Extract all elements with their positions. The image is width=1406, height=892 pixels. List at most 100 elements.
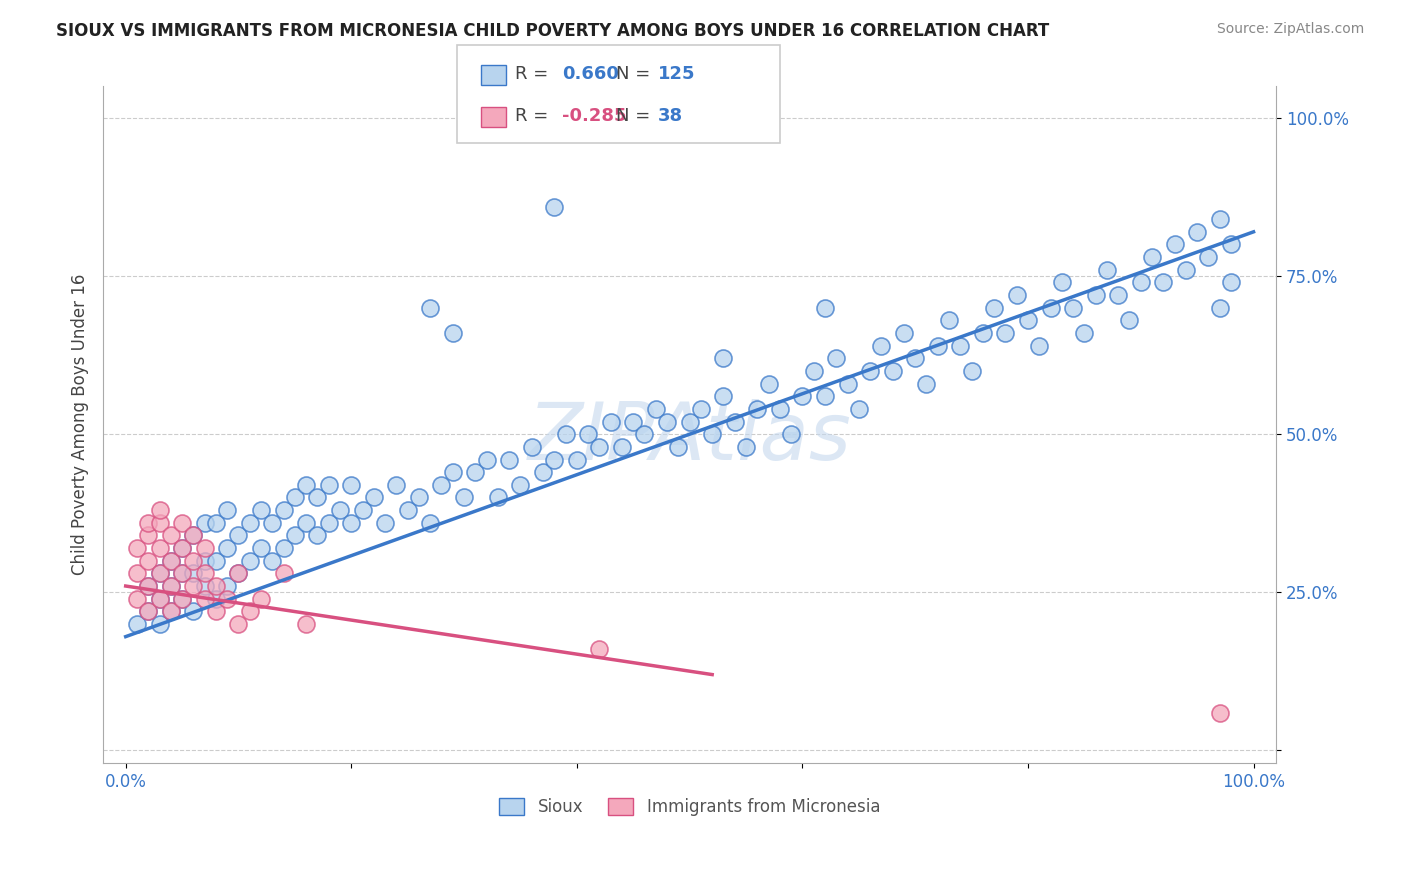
Point xyxy=(363,491,385,505)
Point xyxy=(453,491,475,505)
Point xyxy=(329,503,352,517)
Point xyxy=(228,566,250,581)
Point xyxy=(136,604,159,618)
Point xyxy=(915,376,938,391)
Point xyxy=(1163,237,1185,252)
Point xyxy=(159,579,181,593)
Point xyxy=(148,566,170,581)
Point xyxy=(419,516,441,530)
Point xyxy=(148,591,170,606)
Point xyxy=(183,604,205,618)
Point xyxy=(205,516,228,530)
Point xyxy=(1209,212,1232,227)
Point xyxy=(172,566,194,581)
Point xyxy=(859,364,882,378)
Point xyxy=(385,478,408,492)
Point xyxy=(475,452,498,467)
Point xyxy=(938,313,960,327)
Point xyxy=(374,516,396,530)
Point xyxy=(713,351,735,366)
Point xyxy=(148,591,170,606)
Point xyxy=(250,541,273,555)
Point xyxy=(194,591,217,606)
Point xyxy=(194,566,217,581)
Point xyxy=(148,617,170,632)
Point xyxy=(159,604,181,618)
Point xyxy=(814,389,837,403)
Point xyxy=(250,591,273,606)
Point xyxy=(464,465,486,479)
Point xyxy=(814,301,837,315)
Point xyxy=(769,401,792,416)
Point xyxy=(307,528,329,542)
Point xyxy=(543,452,565,467)
Point xyxy=(217,503,239,517)
Point xyxy=(148,566,170,581)
Text: 125: 125 xyxy=(658,65,696,83)
Point xyxy=(136,579,159,593)
Point xyxy=(972,326,994,340)
Point xyxy=(352,503,374,517)
Point xyxy=(172,591,194,606)
Text: 38: 38 xyxy=(658,107,683,125)
Point xyxy=(172,541,194,555)
Point xyxy=(172,566,194,581)
Point xyxy=(644,401,666,416)
Point xyxy=(183,566,205,581)
Point xyxy=(217,591,239,606)
Point xyxy=(125,617,148,632)
Point xyxy=(1185,225,1208,239)
Point xyxy=(758,376,780,391)
Point xyxy=(183,528,205,542)
Point xyxy=(205,554,228,568)
Point xyxy=(1118,313,1140,327)
Point xyxy=(610,440,633,454)
Point xyxy=(159,604,181,618)
Point xyxy=(396,503,419,517)
Point xyxy=(419,301,441,315)
Point xyxy=(159,579,181,593)
Point xyxy=(183,528,205,542)
Point xyxy=(148,503,170,517)
Point xyxy=(172,541,194,555)
Point xyxy=(588,440,610,454)
Point xyxy=(747,401,769,416)
Text: Source: ZipAtlas.com: Source: ZipAtlas.com xyxy=(1216,22,1364,37)
Point xyxy=(666,440,689,454)
Point xyxy=(441,465,464,479)
Point xyxy=(870,339,893,353)
Point xyxy=(1129,276,1152,290)
Point xyxy=(228,528,250,542)
Point xyxy=(430,478,453,492)
Point xyxy=(194,579,217,593)
Point xyxy=(655,415,678,429)
Point xyxy=(194,516,217,530)
Point xyxy=(983,301,1005,315)
Point xyxy=(172,591,194,606)
Text: -0.285: -0.285 xyxy=(562,107,627,125)
Point xyxy=(159,554,181,568)
Text: SIOUX VS IMMIGRANTS FROM MICRONESIA CHILD POVERTY AMONG BOYS UNDER 16 CORRELATIO: SIOUX VS IMMIGRANTS FROM MICRONESIA CHIL… xyxy=(56,22,1049,40)
Point xyxy=(565,452,588,467)
Point xyxy=(239,604,262,618)
Text: N =: N = xyxy=(616,65,655,83)
Point xyxy=(713,389,735,403)
Point xyxy=(295,617,318,632)
Point xyxy=(554,427,576,442)
Point xyxy=(284,491,307,505)
Point xyxy=(194,541,217,555)
Point xyxy=(125,566,148,581)
Point xyxy=(1084,288,1107,302)
Point xyxy=(307,491,329,505)
Point xyxy=(1140,250,1163,264)
Point xyxy=(994,326,1017,340)
Point xyxy=(340,478,363,492)
Legend: Sioux, Immigrants from Micronesia: Sioux, Immigrants from Micronesia xyxy=(492,791,887,822)
Point xyxy=(825,351,848,366)
Point xyxy=(780,427,803,442)
Point xyxy=(735,440,758,454)
Point xyxy=(125,541,148,555)
Text: N =: N = xyxy=(616,107,655,125)
Point xyxy=(136,516,159,530)
Point xyxy=(576,427,599,442)
